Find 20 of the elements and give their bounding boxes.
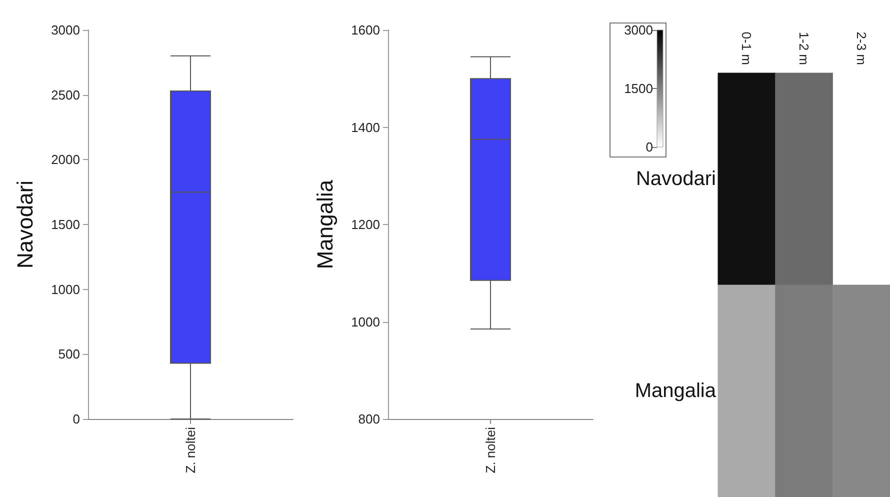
y-tick-label: 500 [58,346,80,362]
y-tick-label: 1000 [351,314,380,330]
y-tick-label: 2500 [51,87,80,102]
x-tick-label: 2-3 m [854,32,869,65]
x-tick-label: 1-2 m [796,32,812,65]
y-tick-label: 2000 [51,152,80,168]
y-tick-label: 800 [358,412,380,426]
color-bar-label: 1500 [624,81,653,96]
y-tick-label: 1400 [351,120,380,135]
y-tick-label: 1200 [351,217,380,232]
y-tick-label: 3000 [51,22,80,38]
x-tick-label: Z. noltei [483,426,498,474]
x-tick-label: 0-1 m [739,32,754,65]
color-bar-label: 3000 [624,22,653,38]
y-tick-label: 1500 [51,217,80,232]
x-tick-label: Z. noltei [183,426,198,474]
color-bar-label: 0 [646,140,653,154]
y-tick-label: 0 [72,412,80,426]
y-tick-label: 1000 [51,282,80,297]
y-tick-label: 1600 [351,22,380,38]
